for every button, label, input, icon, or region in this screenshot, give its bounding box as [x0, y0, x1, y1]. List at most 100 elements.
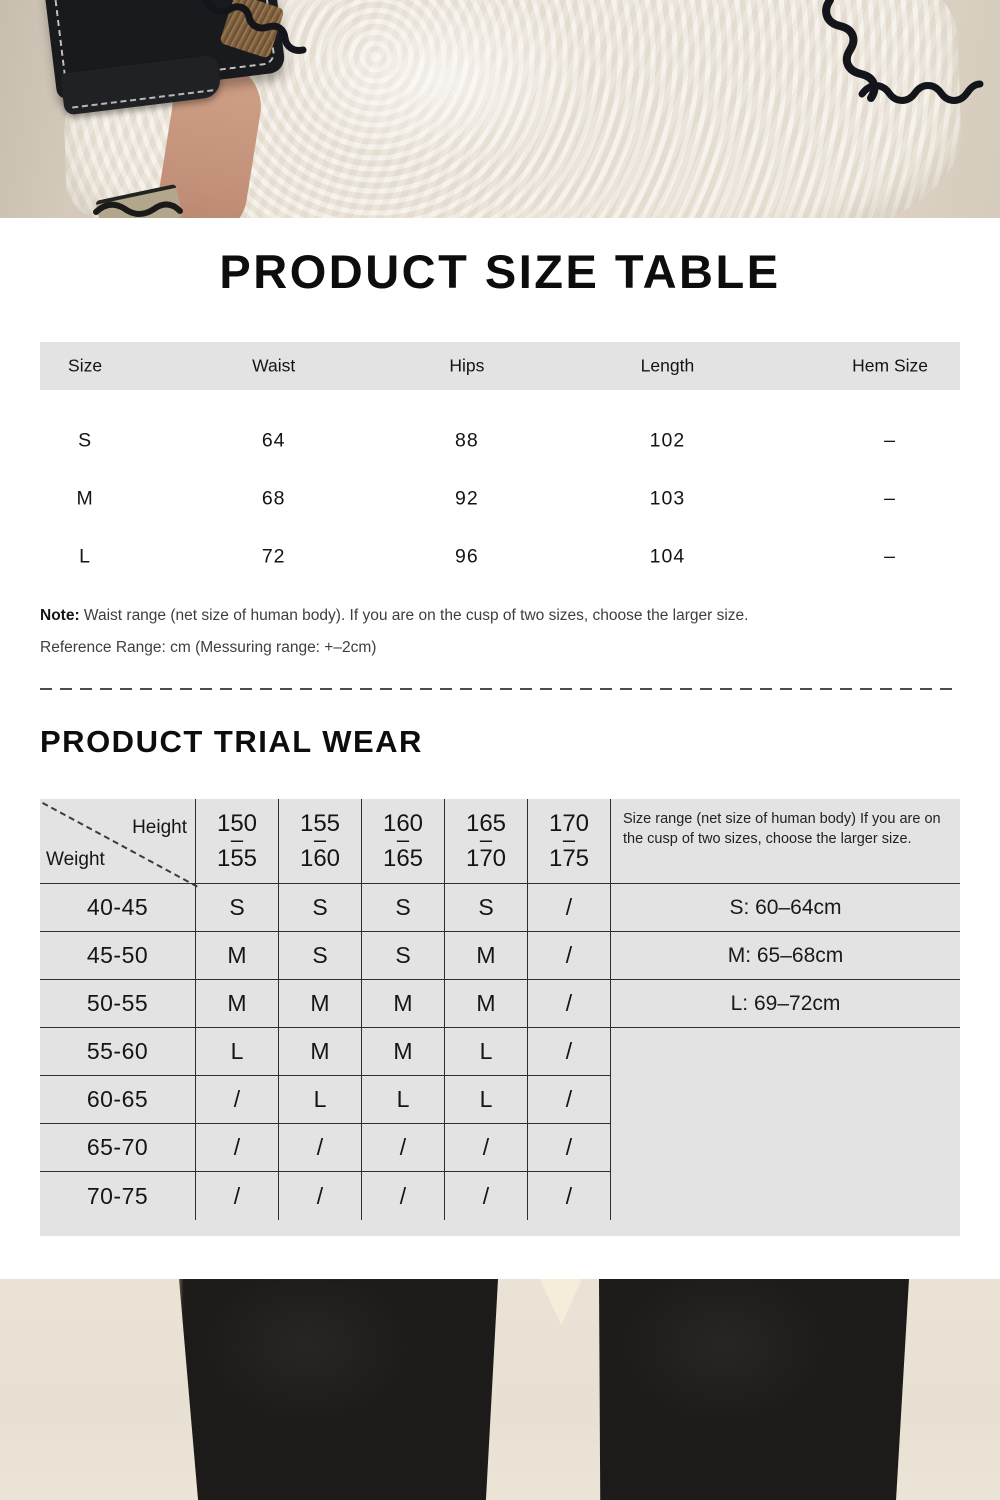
product-trial-wear-title: PRODUCT TRIAL WEAR: [40, 724, 423, 759]
trial-grid: 40-45 S S S S / 45-50 M S S M / 50-55 M …: [40, 884, 610, 1220]
trial-cell: M: [444, 980, 527, 1028]
size-table-notes: Note: Waist range (net size of human bod…: [40, 600, 960, 664]
height-range-cell: 160 – 165: [361, 799, 444, 883]
trial-cell: /: [444, 1172, 527, 1220]
size-range-column: S: 60–64cm M: 65–68cm L: 69–72cm: [610, 884, 960, 1220]
trial-cell: S: [278, 932, 361, 980]
hem-cell: –: [884, 545, 897, 568]
column-header-size: Size: [68, 355, 103, 376]
waist-cell: 72: [261, 545, 286, 568]
trial-cell: /: [195, 1172, 278, 1220]
weight-row-label: 65-70: [40, 1124, 195, 1172]
pant-leg-left: [179, 1279, 498, 1500]
trial-cell: /: [195, 1076, 278, 1124]
trial-cell: /: [527, 1172, 610, 1220]
trial-cell: L: [278, 1076, 361, 1124]
column-header-hips: Hips: [449, 355, 485, 376]
trial-cell: S: [361, 932, 444, 980]
size-table-body: S 64 88 102 – M 68 92 103 – L 72 96 104 …: [40, 390, 960, 586]
weight-row-label: 50-55: [40, 980, 195, 1028]
hem-cell: –: [884, 429, 897, 452]
length-cell: 103: [649, 487, 686, 510]
hips-cell: 92: [455, 487, 479, 510]
size-cell: M: [76, 487, 94, 510]
trial-table-header: Height Weight 150 – 155 155 – 160 160 – …: [40, 799, 960, 888]
trial-cell: /: [527, 932, 610, 980]
size-range-value: S: 60–64cm: [611, 884, 960, 932]
size-table-header: Size Waist Hips Length Hem Size: [40, 342, 960, 390]
black-wavy-trim: [93, 0, 984, 217]
trial-cell: /: [361, 1124, 444, 1172]
diagonal-dashed-line: [42, 802, 198, 888]
column-header-hem-size: Hem Size: [852, 355, 929, 376]
table-row: L 72 96 104 –: [40, 528, 960, 586]
trial-cell: M: [195, 980, 278, 1028]
column-header-length: Length: [640, 355, 695, 376]
trial-cell: /: [527, 980, 610, 1028]
trial-cell: /: [527, 1028, 610, 1076]
size-range-value: L: 69–72cm: [611, 980, 960, 1028]
trial-cell: /: [527, 1124, 610, 1172]
hips-cell: 88: [455, 429, 479, 452]
weight-row-label: 40-45: [40, 884, 195, 932]
table-row: M 68 92 103 –: [40, 470, 960, 528]
length-cell: 102: [649, 429, 686, 452]
trial-cell: L: [444, 1076, 527, 1124]
note-line-2: Reference Range: cm (Messuring range: +–…: [40, 639, 377, 656]
weight-row-label: 55-60: [40, 1028, 195, 1076]
trial-cell: /: [278, 1172, 361, 1220]
corner-cell: Height Weight: [40, 799, 198, 888]
trial-cell: /: [527, 1076, 610, 1124]
background-light-sliver: [539, 1279, 582, 1325]
size-range-value: M: 65–68cm: [611, 932, 960, 980]
height-range-cell: 150 – 155: [195, 799, 278, 883]
trial-cell: L: [361, 1076, 444, 1124]
column-header-waist: Waist: [252, 355, 296, 376]
waist-cell: 64: [261, 429, 286, 452]
note-text: Waist range (net size of human body). If…: [83, 607, 749, 624]
pants-photo-bottom: [0, 1279, 1000, 1500]
model-photo-top: [0, 0, 1000, 218]
size-range-empty-area: [611, 1028, 960, 1220]
trial-cell: /: [361, 1172, 444, 1220]
trial-cell: /: [195, 1124, 278, 1172]
length-cell: 104: [649, 545, 686, 568]
hips-cell: 96: [455, 545, 479, 568]
table-row: S 64 88 102 –: [40, 412, 960, 470]
trial-cell: M: [444, 932, 527, 980]
trial-cell: S: [361, 884, 444, 932]
size-range-note: Size range (net size of human body) If y…: [610, 799, 960, 883]
pant-leg-right: [599, 1279, 909, 1500]
product-size-table-title: PRODUCT SIZE TABLE: [219, 245, 781, 298]
trial-cell: L: [195, 1028, 278, 1076]
trial-cell: /: [444, 1124, 527, 1172]
trial-cell: M: [195, 932, 278, 980]
trial-cell: S: [278, 884, 361, 932]
weight-label: Weight: [46, 849, 105, 870]
trial-cell: M: [361, 1028, 444, 1076]
size-cell: L: [79, 545, 92, 568]
height-range-cell: 170 – 175: [527, 799, 610, 883]
weight-row-label: 60-65: [40, 1076, 195, 1124]
height-range-cell: 165 – 170: [444, 799, 527, 883]
dashed-divider: [40, 688, 960, 690]
trial-table-body: 40-45 S S S S / 45-50 M S S M / 50-55 M …: [40, 884, 960, 1220]
trial-cell: /: [278, 1124, 361, 1172]
weight-row-label: 70-75: [86, 1182, 149, 1209]
trial-cell: L: [444, 1028, 527, 1076]
trial-cell: S: [444, 884, 527, 932]
size-cell: S: [78, 429, 93, 452]
trial-cell: M: [278, 1028, 361, 1076]
note-label: Note:: [40, 607, 80, 624]
trial-cell: M: [278, 980, 361, 1028]
height-label: Height: [132, 817, 187, 838]
note-line-1: Note: Waist range (net size of human bod…: [40, 600, 960, 632]
weight-row-label: 45-50: [40, 932, 195, 980]
trial-cell: M: [361, 980, 444, 1028]
height-range-cell: 155 – 160: [278, 799, 361, 883]
trial-wear-table: Height Weight 150 – 155 155 – 160 160 – …: [40, 799, 960, 1236]
hem-cell: –: [884, 487, 897, 510]
trial-cell: /: [527, 884, 610, 932]
waist-cell: 68: [261, 487, 286, 510]
